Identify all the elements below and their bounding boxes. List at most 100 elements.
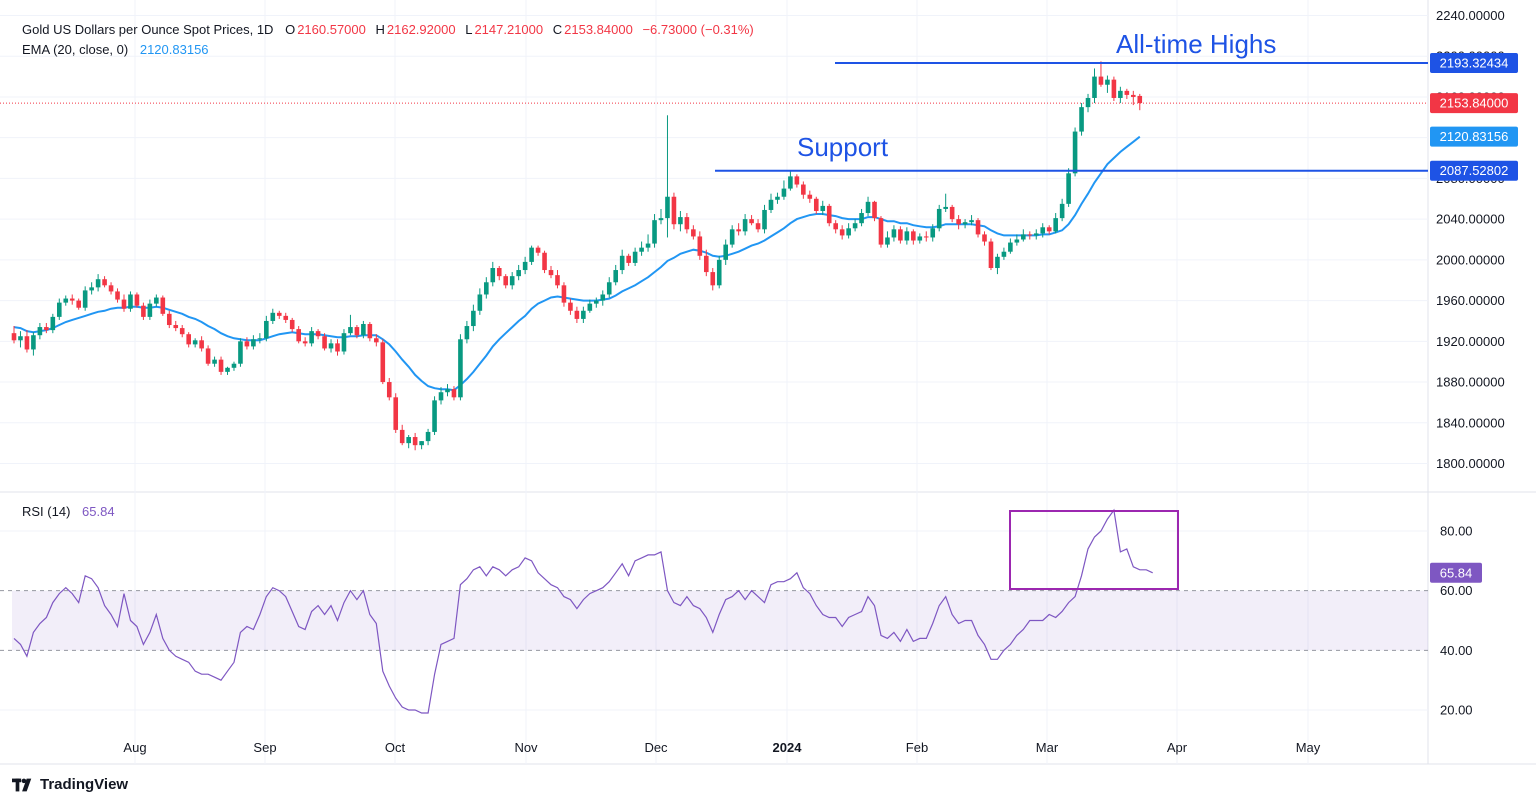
- candle-body: [684, 217, 690, 230]
- candle-body: [341, 333, 347, 352]
- rsi-tick-label: 20.00: [1440, 703, 1473, 718]
- annotation-layer: All-time Highs Support: [715, 29, 1428, 590]
- candle-body: [885, 237, 890, 245]
- price-tick-label: 2240.00000: [1436, 8, 1505, 23]
- candle-body: [496, 268, 502, 277]
- price-legend: Gold US Dollars per Ounce Spot Prices, 1…: [22, 22, 756, 37]
- candle-body: [128, 294, 133, 309]
- candle-body: [257, 338, 263, 340]
- candle-body: [89, 287, 94, 291]
- legend-high: 2162.92000: [386, 22, 456, 37]
- candle-body: [451, 389, 457, 398]
- candle-body: [703, 255, 709, 273]
- candle-body: [1053, 218, 1058, 232]
- candle-body: [594, 300, 599, 304]
- candle-body: [865, 201, 871, 214]
- candle-body: [44, 327, 49, 331]
- candle-body: [1072, 131, 1078, 174]
- candle-body: [671, 196, 677, 225]
- candle-body: [56, 302, 62, 317]
- candle-body: [852, 223, 858, 229]
- candle-body: [658, 218, 664, 221]
- rsi-legend-label: RSI (14): [22, 504, 71, 519]
- candle-body: [335, 343, 340, 352]
- candle-body: [904, 231, 910, 241]
- price-tick-label: 1920.00000: [1436, 334, 1505, 349]
- ath-price-tag: 2193.32434: [1440, 56, 1509, 71]
- candle-body: [820, 205, 826, 211]
- legend-title: Gold US Dollars per Ounce Spot Prices, 1…: [22, 22, 274, 37]
- candle-body: [581, 310, 586, 319]
- candle-body: [1092, 76, 1097, 98]
- candle-body: [412, 437, 418, 446]
- candle-body: [613, 270, 619, 283]
- last-price-tag-bg: [1430, 93, 1518, 114]
- candle-body: [18, 336, 23, 341]
- candle-body: [76, 300, 81, 308]
- candle-body: [82, 290, 88, 308]
- candle-body: [289, 319, 295, 330]
- candle-body: [516, 270, 521, 277]
- candle-body: [445, 389, 450, 393]
- price-tick-label: 2000.00000: [1436, 252, 1505, 267]
- brand-text: TradingView: [40, 776, 129, 793]
- legend-change: −6.73000 (−0.31%): [642, 22, 754, 37]
- candle-body: [166, 313, 172, 326]
- tradingview-logo[interactable]: TradingView: [12, 776, 128, 793]
- candle-body: [691, 229, 696, 237]
- candle-body: [716, 259, 722, 286]
- support-text: Support: [797, 132, 889, 162]
- candle-body: [179, 328, 185, 335]
- candle-body: [846, 228, 851, 236]
- candle-body: [276, 312, 282, 316]
- candle-body: [503, 276, 509, 286]
- grid-layer: [0, 0, 1536, 765]
- candle-body: [962, 222, 968, 225]
- candle-body: [173, 325, 179, 329]
- candle-body: [484, 282, 489, 295]
- candle-body: [632, 251, 638, 263]
- candle-body: [729, 229, 735, 245]
- candle-body: [859, 213, 864, 224]
- candle-body: [477, 294, 483, 311]
- candle-body: [775, 196, 780, 200]
- candle-body: [930, 228, 936, 238]
- time-tick-label: Mar: [1036, 740, 1059, 755]
- candle-body: [1124, 90, 1130, 95]
- candle-body: [652, 220, 657, 244]
- candle-body: [399, 429, 405, 444]
- candle-body: [154, 297, 159, 304]
- candle-body: [302, 341, 308, 344]
- candle-body: [270, 312, 276, 321]
- candle-body: [749, 219, 754, 224]
- candle-body: [361, 324, 366, 336]
- candle-body: [471, 310, 476, 327]
- candle-body: [509, 276, 515, 286]
- candle-body: [723, 244, 728, 260]
- candle-body: [755, 223, 761, 230]
- time-tick-label: May: [1296, 740, 1321, 755]
- candle-body: [186, 334, 191, 345]
- candle-body: [1021, 234, 1026, 240]
- candle-body: [283, 315, 289, 320]
- candle-body: [781, 188, 787, 197]
- candle-body: [1131, 94, 1136, 97]
- candle-body: [1014, 239, 1020, 243]
- candle-body: [50, 316, 56, 331]
- candle-body: [697, 236, 703, 256]
- candle-body: [619, 255, 625, 271]
- candle-body: [458, 339, 463, 398]
- candle-body: [251, 339, 256, 347]
- ema-price-tag: 2120.83156: [1440, 129, 1509, 144]
- candle-body: [199, 340, 204, 349]
- candle-body: [1066, 173, 1071, 204]
- candle-body: [813, 198, 819, 211]
- candle-body: [102, 279, 107, 286]
- candle-body: [386, 382, 392, 398]
- candle-body: [31, 335, 36, 350]
- candle-body: [898, 229, 903, 241]
- candle-body: [678, 217, 683, 225]
- candle-body: [121, 299, 127, 309]
- candle-body: [37, 327, 43, 336]
- candle-body: [108, 285, 114, 292]
